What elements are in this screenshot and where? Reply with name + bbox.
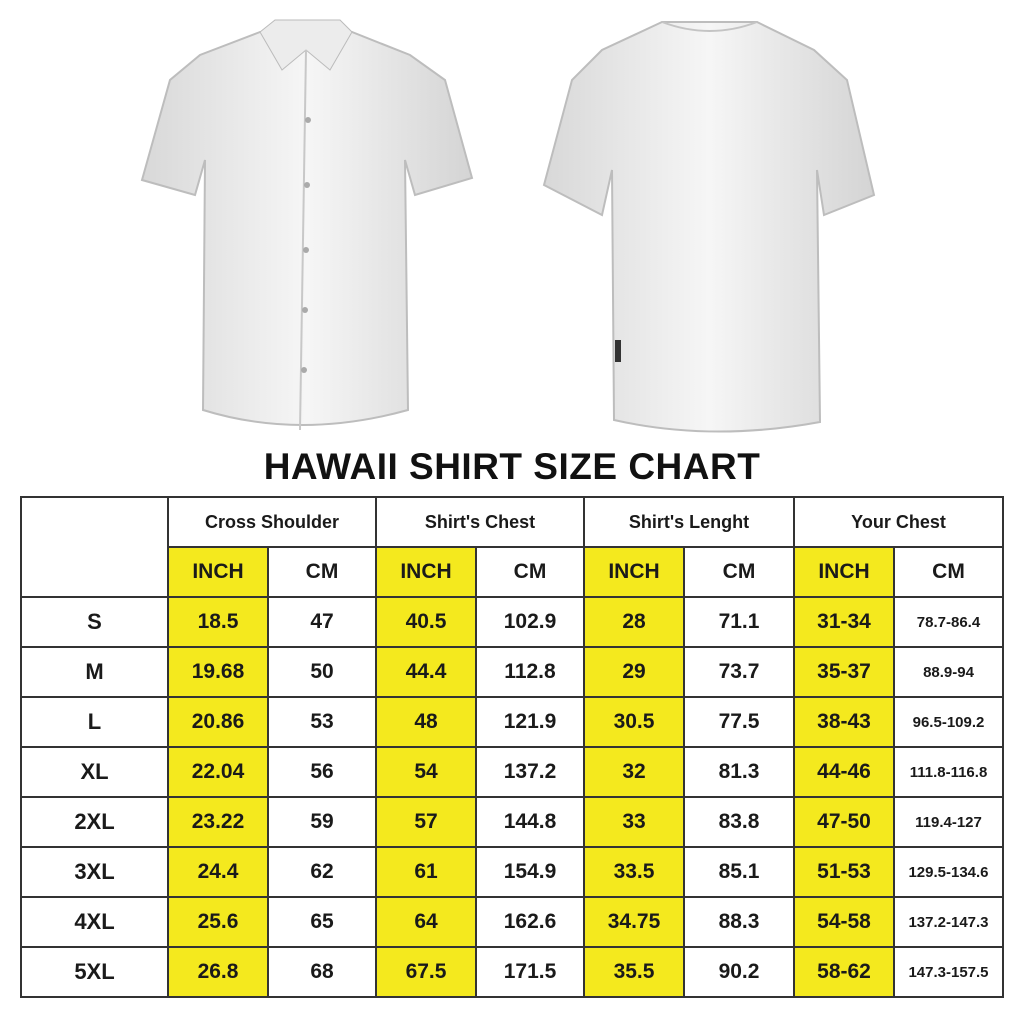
cm-value: 83.8 — [683, 796, 795, 848]
table-row: XL 22.04 56 54 137.2 32 81.3 44-46 111.8-116.8 — [20, 746, 1004, 798]
inch-value: 23.22 — [167, 796, 269, 848]
inch-value: 35-37 — [793, 646, 895, 698]
group-header: Shirt's Lenght — [583, 496, 795, 548]
inch-value: 26.8 — [167, 946, 269, 998]
table-row: 3XL 24.4 62 61 154.9 33.5 85.1 51-53 129.5-134.6 — [20, 846, 1004, 898]
cm-value: 119.4-127 — [893, 796, 1004, 848]
inch-value: 29 — [583, 646, 685, 698]
inch-value: 67.5 — [375, 946, 477, 998]
shirt-back-image — [542, 21, 876, 433]
inch-value: 35.5 — [583, 946, 685, 998]
size-chart-table: Cross Shoulder Shirt's Chest Shirt's Len… — [20, 496, 1004, 998]
cm-value: 65 — [267, 896, 377, 948]
inch-value: 48 — [375, 696, 477, 748]
table-row: S 18.5 47 40.5 102.9 28 71.1 31-34 78.7-86.4 — [20, 596, 1004, 648]
inch-value: 44.4 — [375, 646, 477, 698]
table-row: M 19.68 50 44.4 112.8 29 73.7 35-37 88.9-94 — [20, 646, 1004, 698]
cm-value: 154.9 — [475, 846, 585, 898]
cm-value: 68 — [267, 946, 377, 998]
group-header: Shirt's Chest — [375, 496, 585, 548]
cm-value: 137.2 — [475, 746, 585, 798]
cm-value: 121.9 — [475, 696, 585, 748]
unit-header: INCH — [375, 546, 477, 598]
inch-value: 38-43 — [793, 696, 895, 748]
cm-value: 47 — [267, 596, 377, 648]
inch-value: 30.5 — [583, 696, 685, 748]
inch-value: 61 — [375, 846, 477, 898]
cm-value: 73.7 — [683, 646, 795, 698]
table-row: 2XL 23.22 59 57 144.8 33 83.8 47-50 119.4-127 — [20, 796, 1004, 848]
cm-value: 144.8 — [475, 796, 585, 848]
cm-value: 88.3 — [683, 896, 795, 948]
cm-value: 62 — [267, 846, 377, 898]
cm-value: 50 — [267, 646, 377, 698]
cm-value: 129.5-134.6 — [893, 846, 1004, 898]
cm-value: 147.3-157.5 — [893, 946, 1004, 998]
table-row: L 20.86 53 48 121.9 30.5 77.5 38-43 96.5-109.2 — [20, 696, 1004, 748]
cm-value: 112.8 — [475, 646, 585, 698]
cm-value: 111.8-116.8 — [893, 746, 1004, 798]
inch-value: 58-62 — [793, 946, 895, 998]
size-label: M — [20, 646, 169, 698]
size-label: S — [20, 596, 169, 648]
inch-value: 28 — [583, 596, 685, 648]
corner-cell — [20, 496, 169, 598]
inch-value: 57 — [375, 796, 477, 848]
unit-header: CM — [267, 546, 377, 598]
size-label: 3XL — [20, 846, 169, 898]
cm-value: 171.5 — [475, 946, 585, 998]
inch-value: 34.75 — [583, 896, 685, 948]
size-label: 5XL — [20, 946, 169, 998]
cm-value: 77.5 — [683, 696, 795, 748]
inch-value: 54 — [375, 746, 477, 798]
cm-value: 53 — [267, 696, 377, 748]
inch-value: 33 — [583, 796, 685, 848]
group-header: Your Chest — [793, 496, 1004, 548]
inch-value: 33.5 — [583, 846, 685, 898]
shirt-front-image — [140, 19, 474, 431]
cm-value: 81.3 — [683, 746, 795, 798]
inch-value: 40.5 — [375, 596, 477, 648]
cm-value: 56 — [267, 746, 377, 798]
inch-value: 54-58 — [793, 896, 895, 948]
size-label: XL — [20, 746, 169, 798]
group-header-row: Cross Shoulder Shirt's Chest Shirt's Len… — [20, 496, 1004, 598]
cm-value: 102.9 — [475, 596, 585, 648]
unit-header: INCH — [793, 546, 895, 598]
inch-value: 47-50 — [793, 796, 895, 848]
unit-header: CM — [893, 546, 1004, 598]
cm-value: 78.7-86.4 — [893, 596, 1004, 648]
unit-header-row: INCH CM INCH CM INCH CM INCH CM — [21, 546, 1004, 598]
inch-value: 19.68 — [167, 646, 269, 698]
cm-value: 137.2-147.3 — [893, 896, 1004, 948]
size-label: 4XL — [20, 896, 169, 948]
cm-value: 71.1 — [683, 596, 795, 648]
inch-value: 44-46 — [793, 746, 895, 798]
inch-value: 22.04 — [167, 746, 269, 798]
inch-value: 64 — [375, 896, 477, 948]
inch-value: 20.86 — [167, 696, 269, 748]
size-label: L — [20, 696, 169, 748]
chart-title: HAWAII SHIRT SIZE CHART — [263, 446, 761, 487]
inch-value: 24.4 — [167, 846, 269, 898]
cm-value: 59 — [267, 796, 377, 848]
inch-value: 51-53 — [793, 846, 895, 898]
table-row: 4XL 25.6 65 64 162.6 34.75 88.3 54-58 137.2-147.… — [20, 896, 1004, 948]
cm-value: 96.5-109.2 — [893, 696, 1004, 748]
inch-value: 25.6 — [167, 896, 269, 948]
cm-value: 85.1 — [683, 846, 795, 898]
inch-value: 32 — [583, 746, 685, 798]
unit-header: INCH — [167, 546, 269, 598]
inch-value: 31-34 — [793, 596, 895, 648]
inch-value: 18.5 — [167, 596, 269, 648]
unit-header: CM — [683, 546, 795, 598]
table-row: 5XL 26.8 68 67.5 171.5 35.5 90.2 58-62 147.3-157… — [20, 946, 1004, 998]
unit-header: CM — [475, 546, 585, 598]
size-label: 2XL — [20, 796, 169, 848]
cm-value: 162.6 — [475, 896, 585, 948]
cm-value: 88.9-94 — [893, 646, 1004, 698]
unit-header: INCH — [583, 546, 685, 598]
group-header: Cross Shoulder — [167, 496, 377, 548]
cm-value: 90.2 — [683, 946, 795, 998]
